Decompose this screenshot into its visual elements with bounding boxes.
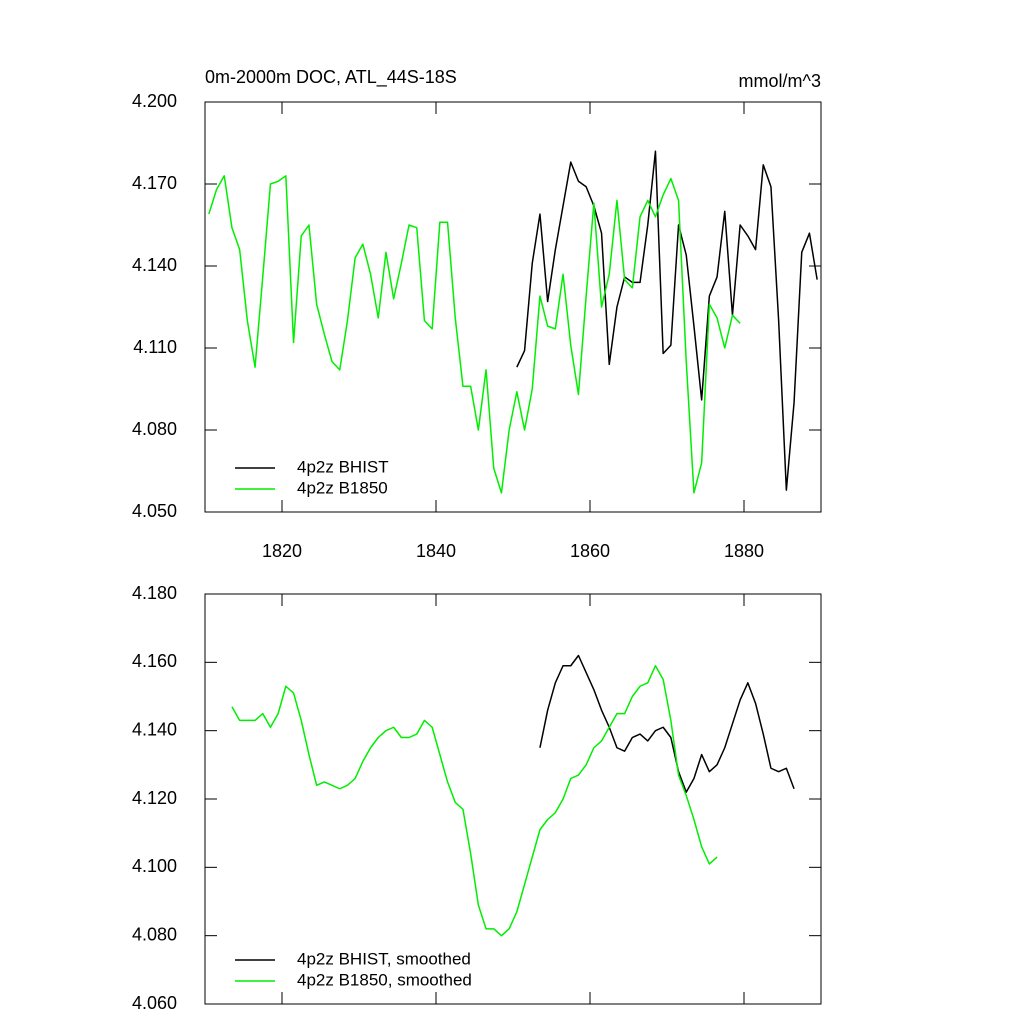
y-tick-label: 4.120 (132, 788, 177, 808)
x-tick-label: 1840 (416, 541, 456, 561)
y-tick-label: 4.160 (132, 651, 177, 671)
legend-label: 4p2z BHIST (297, 457, 389, 476)
y-tick-label: 4.080 (132, 924, 177, 944)
y-tick-label: 4.060 (132, 993, 177, 1013)
legend-label: 4p2z BHIST, smoothed (297, 949, 471, 968)
plot-frame (204, 101, 822, 513)
y-tick-label: 4.100 (132, 856, 177, 876)
y-tick-label: 4.140 (132, 719, 177, 739)
y-tick-label: 4.180 (132, 583, 177, 603)
data-line (231, 665, 718, 937)
units-label: mmol/m^3 (739, 71, 821, 91)
data-line (516, 150, 818, 491)
y-tick-label: 4.140 (132, 255, 177, 275)
legend-label: 4p2z B1850 (297, 478, 388, 497)
legend-label: 4p2z B1850, smoothed (297, 970, 472, 989)
x-tick-label: 1880 (724, 541, 764, 561)
x-tick-label: 1860 (570, 541, 610, 561)
y-tick-label: 4.080 (132, 419, 177, 439)
y-tick-label: 4.110 (133, 337, 177, 357)
data-line (539, 654, 795, 793)
plot-frame (204, 593, 822, 1005)
y-tick-label: 4.050 (132, 501, 177, 521)
chart-title: 0m-2000m DOC, ATL_44S-18S (205, 67, 457, 88)
y-tick-label: 4.170 (132, 173, 177, 193)
y-tick-label: 4.200 (132, 91, 177, 111)
data-line (208, 175, 741, 494)
x-tick-label: 1820 (262, 541, 302, 561)
